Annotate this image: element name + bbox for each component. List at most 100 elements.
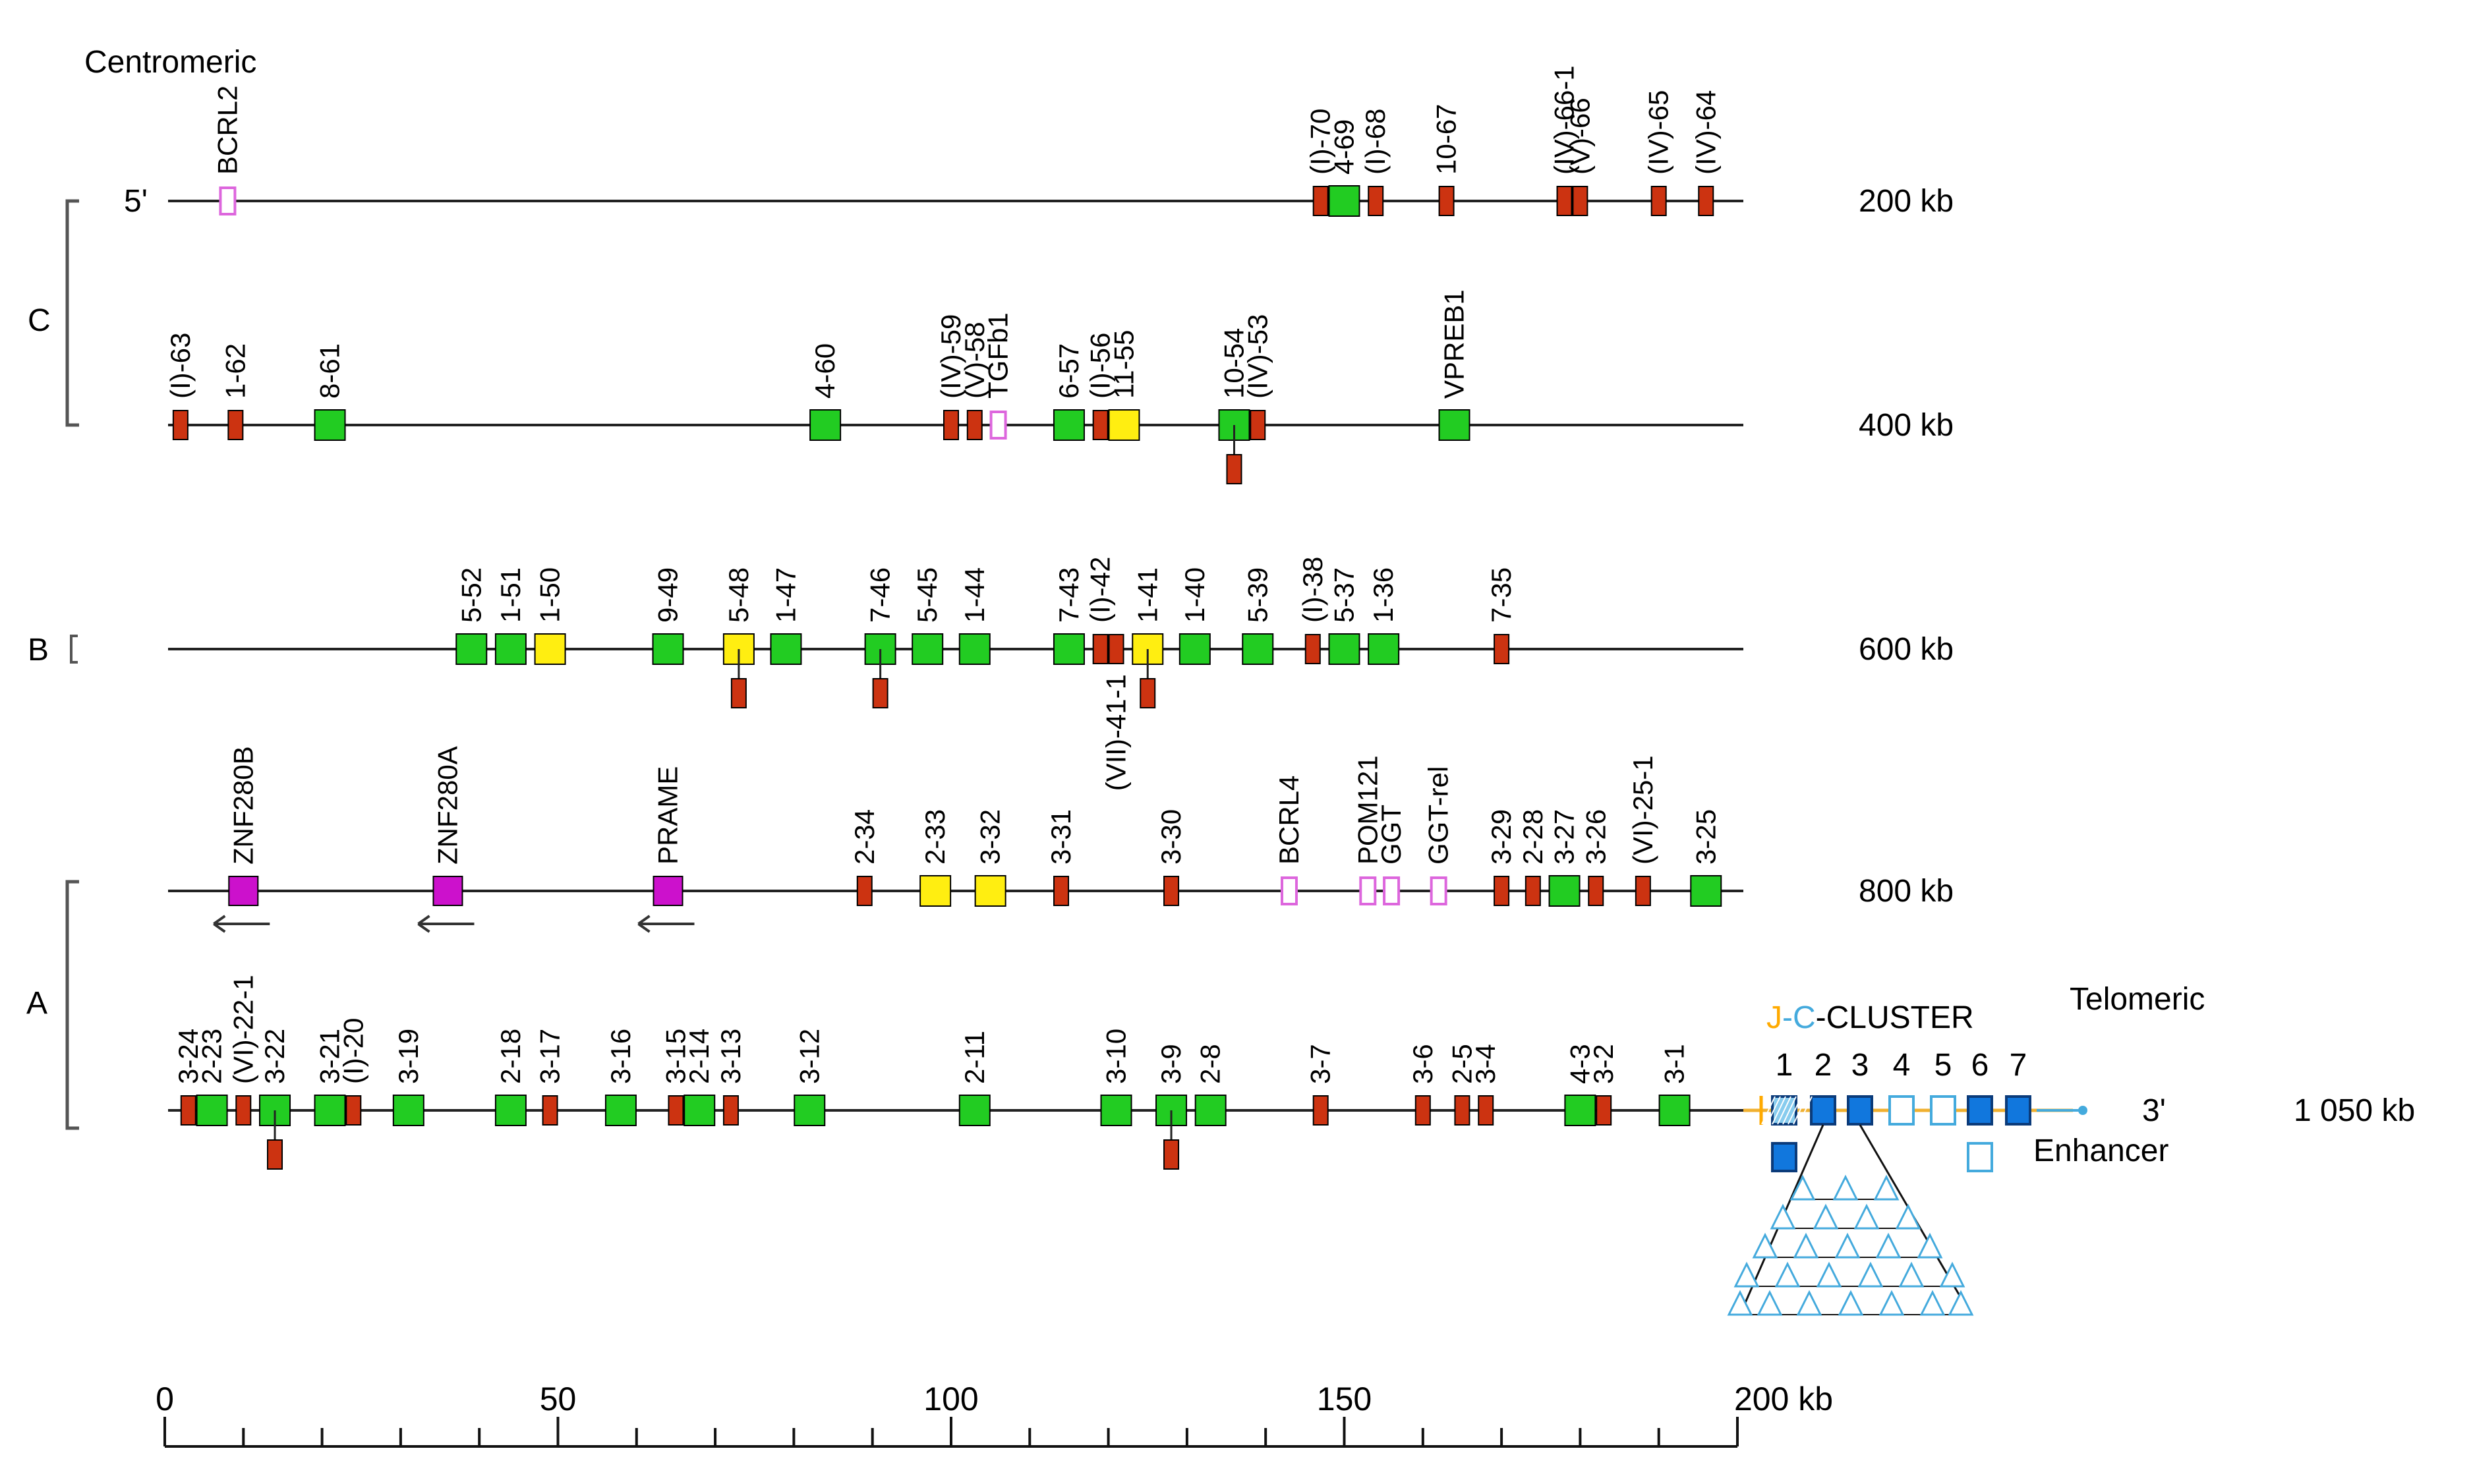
gene-box-green: [912, 633, 944, 665]
gene-label: (IV)-53: [1242, 314, 1273, 399]
gene-box-red: [172, 410, 189, 440]
gene-label: (I)-56: [1085, 333, 1116, 399]
gene-box-green: [1368, 633, 1400, 665]
gene-label: 2-28: [1517, 809, 1548, 865]
gene-box-red: [1635, 876, 1651, 906]
gene-label: VPREB1: [1439, 289, 1470, 399]
gene-label: (IV)-65: [1643, 90, 1674, 175]
gene-box-green: [1328, 633, 1360, 665]
gene-label: 1-62: [219, 343, 250, 399]
gene-box-red: [668, 1095, 684, 1126]
c-segment-box: [1810, 1095, 1836, 1126]
jc-number: 1: [1776, 1048, 1793, 1083]
triangle-icon: [1898, 1261, 1925, 1288]
orientation-arrow-icon: [213, 915, 270, 933]
gene-label: 3-7: [1305, 1044, 1336, 1084]
gene-box-red: [1588, 876, 1604, 906]
gene-label: 2-33: [919, 809, 950, 865]
gene-label: (I)-20: [337, 1018, 368, 1084]
gene-label: 3-32: [975, 809, 1006, 865]
gene-label: 2-14: [683, 1029, 714, 1084]
gene-label: 3-30: [1155, 809, 1186, 865]
gene-box-green: [392, 1095, 424, 1126]
gene-box-green: [1328, 185, 1360, 217]
triangle-icon: [1919, 1290, 1946, 1316]
gene-box-green: [958, 633, 991, 665]
gene-box-red: [1698, 186, 1714, 216]
gene-box-green: [494, 1095, 527, 1126]
gene-label: 3-17: [535, 1029, 566, 1084]
triangle-icon: [1917, 1232, 1943, 1259]
gene-box-red: [1092, 634, 1109, 664]
gene-box-red: [1556, 186, 1573, 216]
gene-box-green: [683, 1095, 716, 1126]
gene-label: 3-10: [1101, 1029, 1132, 1084]
gene-box-green: [652, 633, 684, 665]
gene-box-red: [1312, 186, 1329, 216]
gene-box-red: [235, 1095, 252, 1126]
gene-label: 3-1: [1659, 1044, 1690, 1084]
gene-label: 1-44: [959, 567, 990, 623]
gene-label: (V)-58: [959, 322, 990, 399]
gene-label: (I)-63: [165, 333, 196, 399]
jc-boxes: [1743, 1095, 2087, 1172]
triangle-icon: [1727, 1290, 1753, 1316]
gene-box-green: [494, 633, 527, 665]
triangle-icon: [1813, 1203, 1839, 1230]
hatch-line: [1793, 1096, 1807, 1125]
gene-label: 7-35: [1486, 567, 1517, 623]
triangle-icon: [1752, 1232, 1778, 1259]
c-segment-box: [1847, 1095, 1873, 1126]
gene-label: 5-48: [723, 567, 754, 623]
triangle-icon: [1770, 1203, 1796, 1230]
region-bracket-c: [65, 199, 79, 427]
gene-box-yellow: [974, 875, 1006, 907]
jc-c-letter: C: [1793, 1000, 1816, 1035]
telomeric-label: Telomeric: [2070, 982, 2205, 1017]
gene-label: 2-8: [1195, 1044, 1226, 1084]
triangle-icon: [1948, 1290, 1974, 1316]
gene-box-green: [1178, 633, 1211, 665]
gene-label: 3-29: [1486, 809, 1517, 865]
gene-box-red: [1108, 634, 1124, 664]
gene-label: 3-21: [314, 1029, 345, 1084]
gene-box-red: [1092, 410, 1109, 440]
gene-box-red: [1438, 186, 1455, 216]
gene-box-red: [180, 1095, 196, 1126]
gene-label: (I)-38: [1297, 557, 1328, 623]
gene-box-green: [1690, 875, 1722, 907]
gene-box-pink: [1430, 876, 1447, 905]
gene-label: 2-5: [1446, 1044, 1477, 1084]
gene-label: 3-27: [1549, 809, 1580, 865]
region-bracket-a: [65, 880, 79, 1130]
scale-label: 800 kb: [1859, 874, 1954, 909]
gene-box-yellow: [919, 875, 952, 907]
triangle-icon: [1895, 1203, 1921, 1230]
enhancer-dot: [2078, 1106, 2087, 1115]
gene-label: 4-69: [1329, 119, 1360, 175]
hatch-line: [1788, 1096, 1802, 1125]
gene-label: (IV)-66-1: [1549, 65, 1580, 175]
gene-label: 5-37: [1329, 567, 1360, 623]
gene-box-red: [1163, 1139, 1180, 1170]
gene-label: (I)-70: [1305, 109, 1336, 175]
jc-number: 7: [2010, 1048, 2027, 1083]
gene-box-red: [966, 410, 983, 440]
gene-box-green: [1564, 1095, 1596, 1126]
axis-tick-label: 0: [156, 1381, 174, 1417]
gene-box-red: [1140, 678, 1156, 708]
triangle-icon: [1875, 1232, 1902, 1259]
gene-label: (I)-42: [1085, 557, 1116, 623]
gene-box-red: [1596, 1095, 1612, 1126]
c-segment-box: [2005, 1095, 2031, 1126]
gene-box-green: [314, 409, 346, 441]
gene-box-red: [872, 678, 888, 708]
gene-box-red: [542, 1095, 558, 1126]
gene-box-magenta: [653, 876, 683, 906]
gene-row-5: 1 050 kb3'3-242-23 (VI)-22-1 3-22 3-21(I)-2…: [168, 975, 2415, 1170]
gene-box-red: [1650, 186, 1667, 216]
gene-label: 3-4: [1470, 1044, 1501, 1084]
gene-box-red: [722, 1095, 739, 1126]
gene-box-green: [314, 1095, 346, 1126]
